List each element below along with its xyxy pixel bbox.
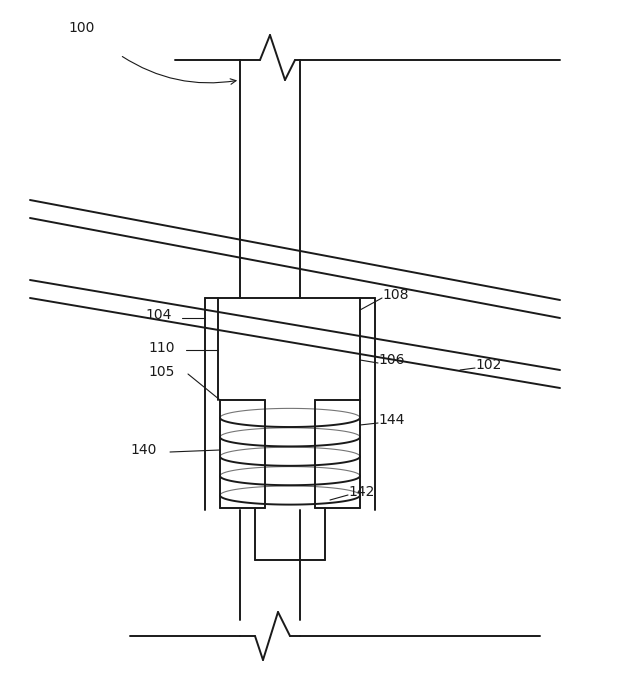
Text: 106: 106	[378, 353, 404, 367]
Text: 105: 105	[148, 365, 174, 379]
Text: 108: 108	[382, 288, 408, 302]
Text: 144: 144	[378, 413, 404, 427]
Text: 100: 100	[68, 21, 94, 35]
Text: 104: 104	[145, 308, 172, 322]
Text: 142: 142	[348, 485, 374, 499]
Text: 102: 102	[475, 358, 501, 372]
Text: 140: 140	[130, 443, 156, 457]
Text: 110: 110	[148, 341, 175, 355]
